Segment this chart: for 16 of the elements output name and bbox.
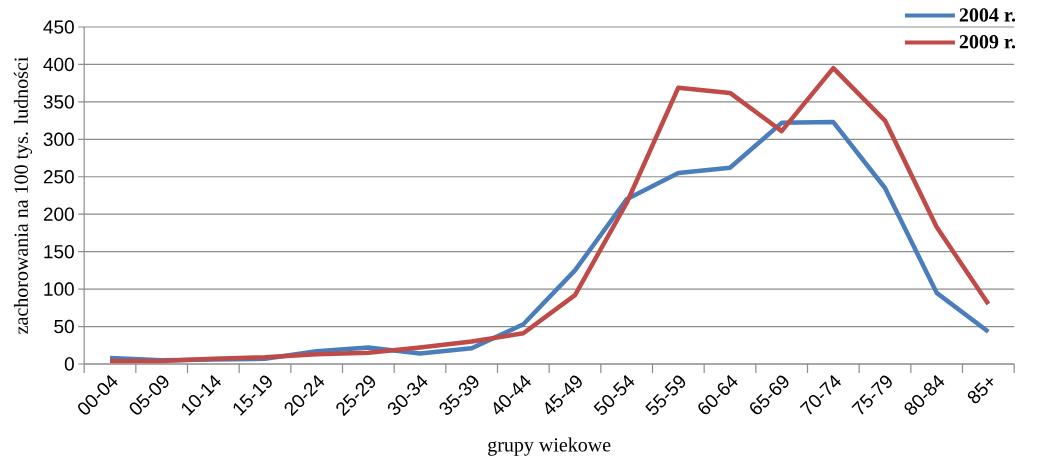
- y-tick-label: 400: [43, 57, 74, 72]
- x-axis-title: grupy wiekowe: [488, 437, 611, 456]
- legend-label: 2009 r.: [959, 34, 1016, 49]
- y-tick-label: 300: [43, 132, 74, 147]
- y-tick-label: 150: [44, 244, 74, 259]
- y-tick-label: 0: [64, 357, 74, 371]
- x-tick-label: 85+: [967, 378, 994, 404]
- legend-label: 2004 r.: [959, 8, 1016, 22]
- y-axis-title: zachorowania na 100 tys. ludności: [13, 57, 33, 334]
- y-tick-label: 200: [43, 207, 74, 221]
- y-tick-label: 450: [43, 20, 74, 34]
- y-tick-label: 100: [44, 282, 74, 296]
- y-tick-label: 250: [43, 170, 74, 184]
- line-series: [107, 65, 991, 364]
- y-tick-label: 350: [43, 95, 74, 109]
- y-tick-label: 50: [54, 319, 74, 334]
